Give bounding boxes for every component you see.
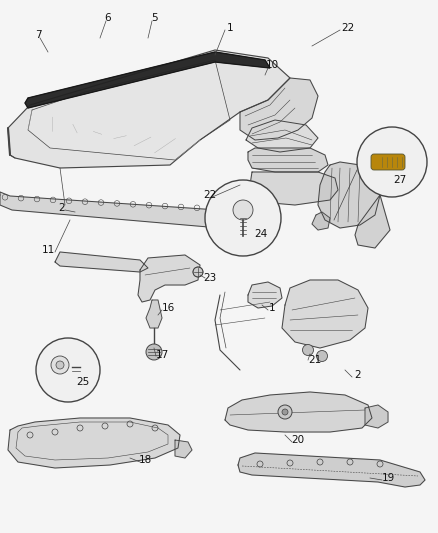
Circle shape [317, 351, 328, 361]
Circle shape [36, 338, 100, 402]
Polygon shape [225, 392, 372, 432]
Text: 23: 23 [203, 273, 217, 283]
Text: 7: 7 [35, 30, 41, 40]
Text: 6: 6 [105, 13, 111, 23]
Polygon shape [25, 52, 270, 108]
Polygon shape [250, 172, 338, 205]
Text: 10: 10 [265, 60, 279, 70]
Text: 2: 2 [355, 370, 361, 380]
Circle shape [303, 344, 314, 356]
Circle shape [193, 267, 203, 277]
Polygon shape [282, 280, 368, 348]
Text: 16: 16 [161, 303, 175, 313]
Polygon shape [240, 78, 318, 140]
Polygon shape [0, 192, 248, 228]
Circle shape [205, 180, 281, 256]
Polygon shape [248, 148, 328, 172]
Polygon shape [28, 60, 230, 160]
Polygon shape [246, 120, 318, 152]
Circle shape [56, 361, 64, 369]
Text: 22: 22 [341, 23, 355, 33]
Circle shape [146, 344, 162, 360]
Text: 20: 20 [291, 435, 304, 445]
Polygon shape [318, 162, 380, 228]
Polygon shape [55, 252, 148, 272]
Text: 25: 25 [76, 377, 90, 387]
Text: 5: 5 [152, 13, 158, 23]
Text: 1: 1 [268, 303, 276, 313]
Polygon shape [175, 440, 192, 458]
Text: 24: 24 [254, 229, 268, 239]
Text: 22: 22 [203, 190, 217, 200]
Polygon shape [365, 405, 388, 428]
Polygon shape [312, 212, 330, 230]
Text: 17: 17 [155, 350, 169, 360]
Polygon shape [8, 418, 180, 468]
Text: 11: 11 [41, 245, 55, 255]
Text: 2: 2 [59, 203, 65, 213]
Polygon shape [138, 255, 200, 302]
Circle shape [51, 356, 69, 374]
Circle shape [278, 405, 292, 419]
Text: 18: 18 [138, 455, 152, 465]
Polygon shape [238, 453, 425, 487]
Text: 1: 1 [227, 23, 233, 33]
FancyBboxPatch shape [371, 154, 405, 170]
Polygon shape [355, 195, 390, 248]
Polygon shape [8, 50, 290, 168]
Circle shape [233, 200, 253, 220]
Polygon shape [248, 282, 282, 308]
Text: 27: 27 [393, 175, 406, 185]
Text: 19: 19 [381, 473, 395, 483]
Polygon shape [146, 300, 162, 328]
Circle shape [357, 127, 427, 197]
Circle shape [282, 409, 288, 415]
Text: 21: 21 [308, 355, 321, 365]
